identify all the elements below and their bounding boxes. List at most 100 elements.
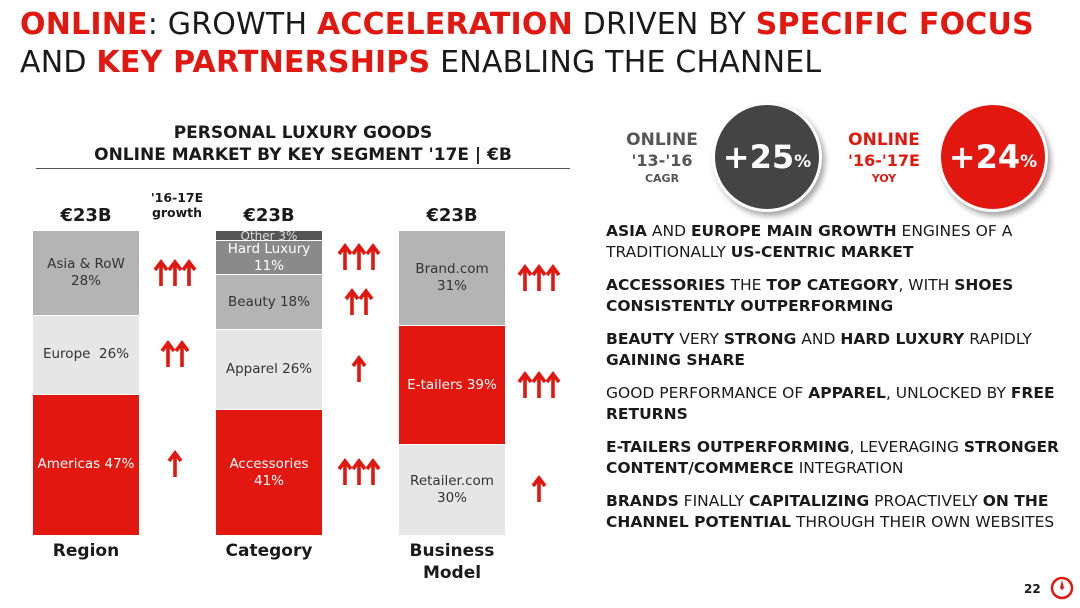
growth-arrow [351,355,367,383]
bar-total-region: €23B [60,205,112,226]
bar-segment: Americas 47% [33,393,139,535]
chart-header: PERSONAL LUXURY GOODS ONLINE MARKET BY K… [36,122,570,169]
stacked-bar-category: Other 3% Hard Luxury 11% Beauty 18% Apparel… [216,231,322,535]
kpi-value: +24 [948,138,1021,176]
title-part: KEY PARTNERSHIPS [96,45,431,80]
growth-arrow [517,264,533,292]
growth-arrow [153,259,169,287]
growth-arrow [531,370,547,398]
segment-label: Apparel 26% [225,361,313,378]
xlabel-category: Category [225,541,313,561]
key-point-text: STRONG [723,330,797,348]
segment-label: Other 3% [240,231,298,241]
bar-segment: Europe 26% [33,315,139,394]
bar-segment: Other 3% [216,231,322,241]
segment-label: Hard Luxury 11% [227,240,311,274]
key-point: BRANDS FINALLY CAPITALIZING PROACTIVELY … [606,491,1071,533]
growth-arrow [167,259,183,287]
title-part: ENABLING THE CHANNEL [430,45,822,80]
bar-segment: Accessories 41% [216,409,322,535]
growth-arrow [167,450,183,478]
segment-label: Americas 47% [37,456,135,473]
growth-arrow-icon [337,458,381,486]
stacked-bar-region: Asia & RoW 28% Europe 26% Americas 47% [33,231,139,535]
bar-segment: Asia & RoW 28% [33,231,139,316]
xlabel-region: Region [52,541,120,561]
key-point-text: VERY [674,330,724,348]
kpi-unit: % [1020,152,1038,172]
kpi-label-cagr: ONLINE '13-'16 CAGR [612,130,712,186]
bar-segment: E-tailers 39% [399,325,505,444]
key-point-text: SHOES CONSISTENTLY OUTPERFORMING [606,276,1014,315]
key-point-text: APPAREL [808,384,886,402]
key-point-text: GAINING SHARE [606,351,745,369]
key-point-text: ACCESSORIES [606,276,726,294]
key-point-text: BEAUTY [606,330,675,348]
key-point-text: US-CENTRIC MARKET [730,243,914,261]
chart-title: PERSONAL LUXURY GOODS [173,123,433,143]
kpi-unit: % [794,152,812,172]
growth-arrow-icon [344,287,374,315]
growth-arrow [545,370,561,398]
key-point-text: STRONGER CONTENT/COMMERCE [606,438,1059,477]
key-point-text: AND [796,330,841,348]
key-point: ASIA AND EUROPE MAIN GROWTH ENGINES OF A… [606,221,1071,263]
key-point-text: PROACTIVELY [869,492,983,510]
growth-arrow [181,259,197,287]
bar-total-category: €23B [243,205,295,226]
bar-segment: Retailer.com 30% [399,443,505,535]
title-part: ACCELERATION [316,7,573,42]
bar-segment: Brand.com 31% [399,231,505,326]
growth-arrow [517,370,533,398]
key-point: BEAUTY VERY STRONG AND HARD LUXURY RAPID… [606,329,1071,371]
growth-arrow-icon [160,340,190,368]
key-point-text: EUROPE MAIN GROWTH [690,222,897,240]
kpi-circle-yoy: +24% [938,102,1048,212]
key-point-text: FINALLY [678,492,749,510]
growth-arrow [365,243,381,271]
key-point-text: , LEVERAGING [849,438,964,456]
key-point-text: HARD LUXURY [840,330,965,348]
segment-label: Asia & RoW 28% [47,256,125,290]
growth-arrow [351,243,367,271]
key-point-text: AND [646,222,691,240]
growth-arrow [351,458,367,486]
key-point-text: , UNLOCKED BY [885,384,1011,402]
title-part: : GROWTH [147,7,317,42]
page-title: ONLINE: GROWTH ACCELERATION DRIVEN BY SP… [20,6,1070,82]
growth-arrows-region [142,231,210,535]
bar-segment: Apparel 26% [216,329,322,410]
key-point-text: BRANDS [606,492,679,510]
key-point-text: , WITH [898,276,955,294]
growth-arrow [337,243,353,271]
growth-arrow-icon [351,355,367,383]
key-point-text: E-TAILERS OUTPERFORMING [606,438,850,456]
growth-header: '16-17E growth [150,190,204,220]
key-point-text: CAPITALIZING [748,492,870,510]
growth-arrow-icon [517,264,561,292]
key-point-text: ASIA [606,222,647,240]
bar-segment: Beauty 18% [216,273,322,330]
kpi-value: +25 [722,138,795,176]
segment-label: Retailer.com 30% [410,472,494,506]
growth-arrow [344,287,360,315]
title-part: DRIVEN BY [572,7,756,42]
bar-total-business-model: €23B [426,205,478,226]
growth-arrow [174,340,190,368]
key-point-text: THROUGH THEIR OWN WEBSITES [791,513,1055,531]
growth-arrow-icon [531,475,547,503]
growth-arrow [545,264,561,292]
growth-arrow [531,264,547,292]
kpi-line1: ONLINE [626,130,698,150]
growth-arrow-icon [517,370,561,398]
kpi-line2: '16-'17E [848,151,920,170]
growth-arrow-icon [337,243,381,271]
key-point-text: TOP CATEGORY [766,276,899,294]
key-point-text: ON THE CHANNEL POTENTIAL [606,492,1049,531]
growth-arrow [160,340,176,368]
kpi-line3: YOY [871,172,897,185]
kpi-label-yoy: ONLINE '16-'17E YOY [834,130,934,186]
segment-label: Europe 26% [42,346,130,363]
key-point: GOOD PERFORMANCE OF APPAREL, UNLOCKED BY… [606,383,1071,425]
key-point: E-TAILERS OUTPERFORMING, LEVERAGING STRO… [606,437,1071,479]
